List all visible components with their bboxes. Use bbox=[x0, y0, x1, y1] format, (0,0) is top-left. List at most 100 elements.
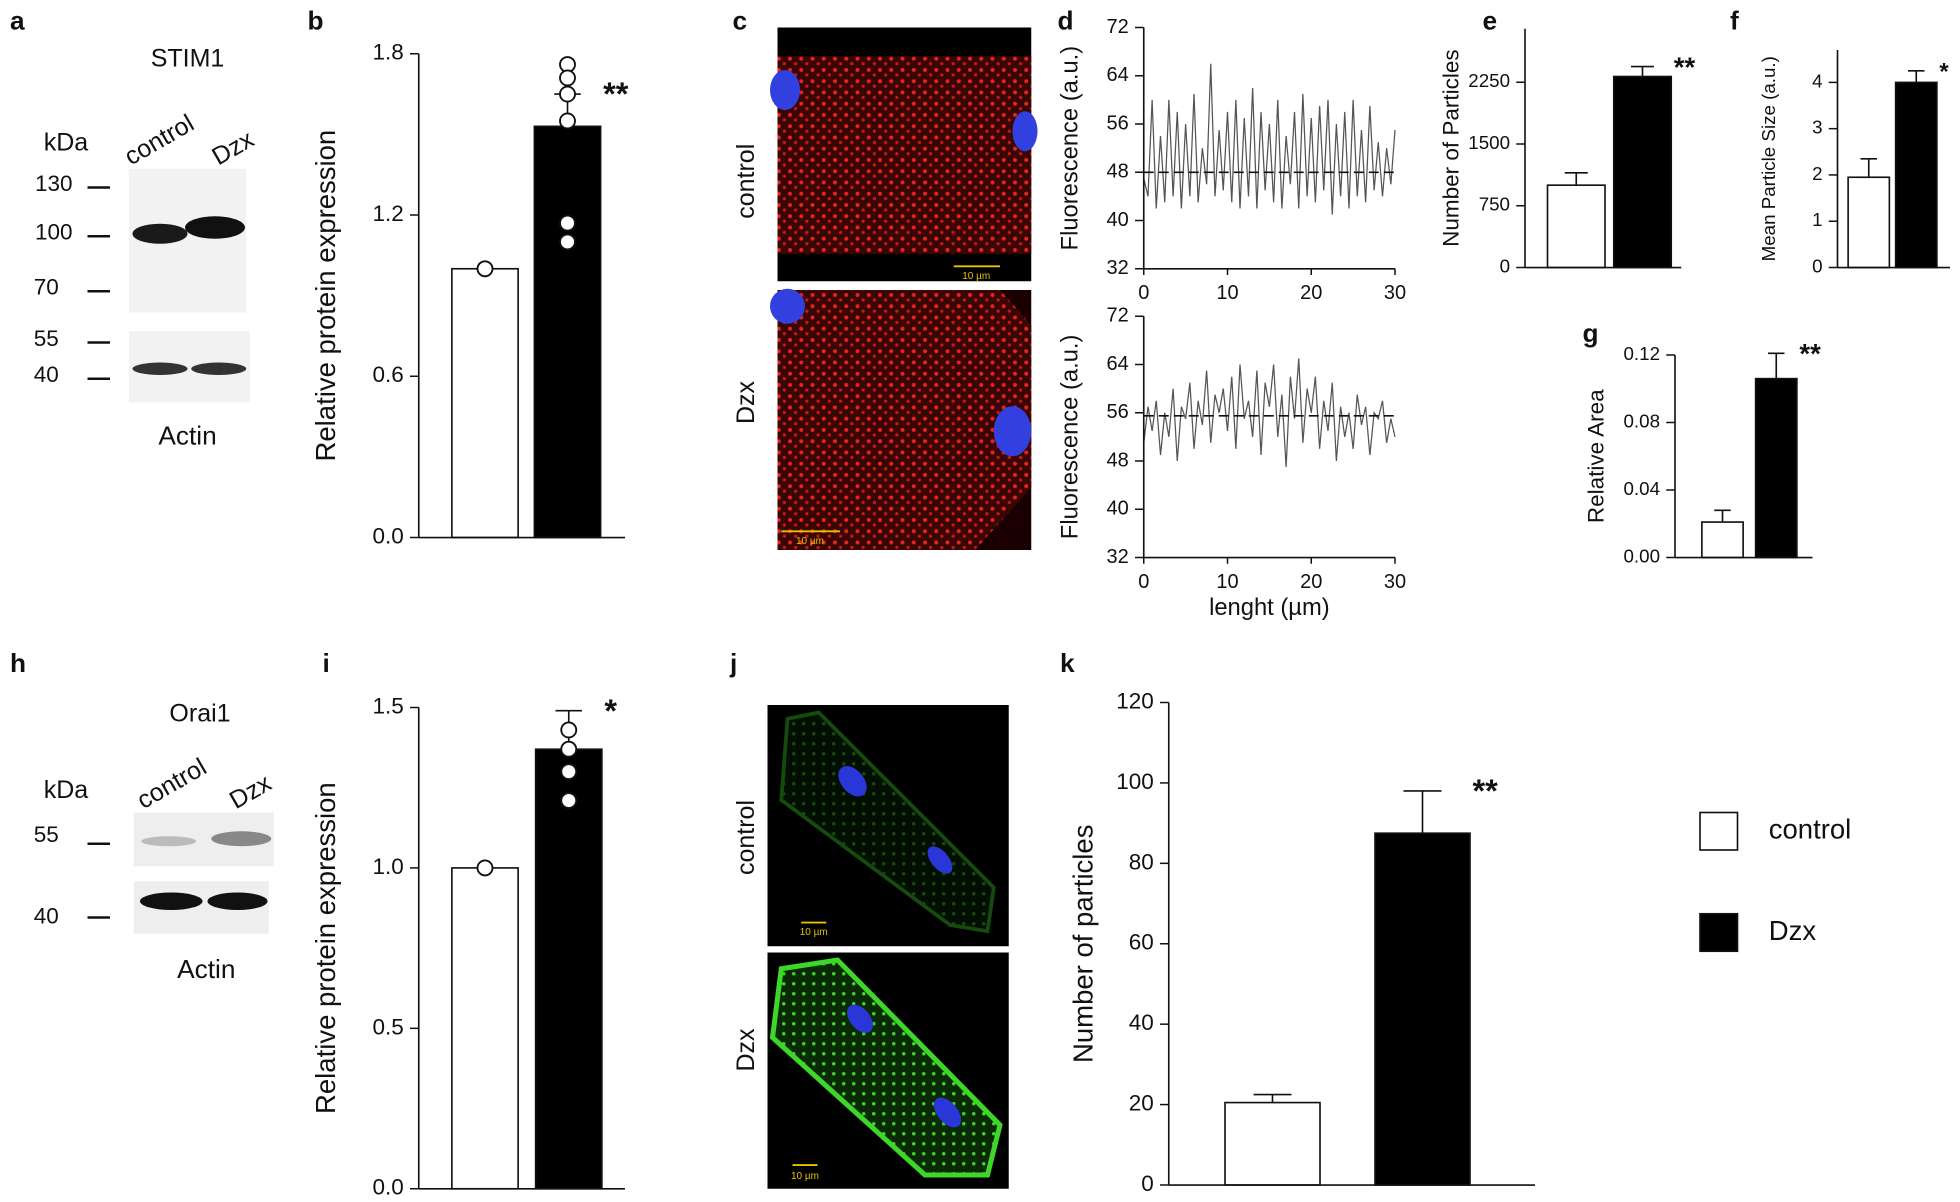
scale-label: 10 µm bbox=[800, 927, 828, 938]
data-point bbox=[560, 721, 578, 739]
marker-label: 100 bbox=[35, 220, 73, 245]
y-tick-label: 72 bbox=[1107, 16, 1129, 38]
significance: ** bbox=[603, 76, 629, 112]
y-tick-label: 40 bbox=[1107, 209, 1129, 231]
y-tick-label: 0.0 bbox=[372, 523, 403, 548]
panel-label: c bbox=[733, 5, 748, 35]
panel-label: e bbox=[1483, 5, 1498, 35]
y-tick-label: 40 bbox=[1129, 1010, 1154, 1035]
y-axis-label: Fluorescence (a.u.) bbox=[1057, 46, 1084, 251]
data-point bbox=[559, 112, 576, 130]
y-tick-label: 72 bbox=[1107, 305, 1129, 327]
bar bbox=[1754, 377, 1798, 559]
y-tick-label: 4 bbox=[1812, 70, 1822, 91]
bar bbox=[451, 267, 519, 539]
bar bbox=[1374, 832, 1471, 1186]
legend-label: control bbox=[1769, 814, 1852, 845]
x-tick-label: 0 bbox=[1138, 571, 1149, 593]
y-tick-label: 0.08 bbox=[1624, 410, 1661, 431]
blot-unit: kDa bbox=[44, 128, 89, 156]
scale-label: 10 µm bbox=[791, 1171, 819, 1182]
bar bbox=[1894, 81, 1938, 269]
y-axis-label: Relative Area bbox=[1583, 389, 1608, 523]
x-tick-label: 20 bbox=[1300, 571, 1322, 593]
panel-label: j bbox=[729, 648, 737, 678]
marker-label: 130 bbox=[35, 171, 73, 196]
panel-label: b bbox=[308, 5, 324, 35]
blot-title: Orai1 bbox=[169, 700, 230, 728]
bar bbox=[451, 867, 519, 1190]
y-tick-label: 56 bbox=[1107, 112, 1129, 134]
y-tick-label: 1.0 bbox=[372, 854, 403, 879]
x-axis-label: lenght (µm) bbox=[1209, 594, 1330, 621]
y-tick-label: 20 bbox=[1129, 1091, 1154, 1116]
lane-label: Dzx bbox=[207, 125, 259, 171]
image-label: Dzx bbox=[732, 380, 760, 424]
y-tick-label: 1 bbox=[1812, 209, 1822, 230]
marker-label: 40 bbox=[34, 362, 59, 387]
marker-label: 55 bbox=[34, 326, 59, 351]
y-tick-label: 2250 bbox=[1468, 70, 1510, 91]
y-tick-label: 0.00 bbox=[1624, 545, 1661, 566]
y-tick-label: 40 bbox=[1107, 498, 1129, 520]
bar bbox=[1546, 184, 1606, 269]
panel-label: k bbox=[1060, 648, 1075, 678]
image-label: Dzx bbox=[732, 1028, 760, 1072]
x-tick-label: 20 bbox=[1300, 282, 1322, 304]
significance: * bbox=[604, 693, 617, 729]
y-tick-label: 32 bbox=[1107, 546, 1129, 568]
y-tick-label: 120 bbox=[1116, 688, 1154, 713]
blot-unit: kDa bbox=[44, 776, 89, 804]
data-point bbox=[559, 85, 576, 103]
lane-label: Dzx bbox=[225, 769, 277, 815]
y-tick-label: 48 bbox=[1107, 161, 1129, 183]
y-axis-label: Relative protein expression bbox=[310, 782, 341, 1114]
y-tick-label: 60 bbox=[1129, 930, 1154, 955]
data-point bbox=[559, 214, 576, 232]
y-tick-label: 750 bbox=[1479, 194, 1510, 215]
y-tick-label: 0 bbox=[1500, 255, 1510, 276]
y-tick-label: 1.8 bbox=[372, 40, 403, 65]
y-tick-label: 1.2 bbox=[372, 201, 403, 226]
panel-label: a bbox=[10, 5, 25, 35]
bar bbox=[1612, 75, 1673, 269]
y-axis-label: Relative protein expression bbox=[310, 130, 341, 462]
y-tick-label: 1500 bbox=[1468, 132, 1510, 153]
bar bbox=[1847, 176, 1891, 269]
y-tick-label: 64 bbox=[1107, 64, 1129, 86]
y-tick-label: 48 bbox=[1107, 449, 1129, 471]
marker-label: 40 bbox=[34, 903, 59, 928]
x-tick-label: 30 bbox=[1384, 571, 1406, 593]
data-point bbox=[559, 69, 576, 87]
y-tick-label: 80 bbox=[1129, 849, 1154, 874]
y-axis-label: Mean Particle Size (a.u.) bbox=[1758, 56, 1779, 261]
panel-label: i bbox=[323, 648, 330, 678]
marker-label: 55 bbox=[34, 822, 59, 847]
images-c bbox=[770, 27, 1038, 550]
bar bbox=[534, 748, 603, 1190]
images-j bbox=[767, 705, 1009, 1189]
data-point bbox=[476, 260, 494, 278]
panel-label: h bbox=[10, 648, 26, 678]
blot-h bbox=[87, 812, 274, 934]
y-tick-label: 0.12 bbox=[1624, 343, 1661, 364]
image-label: control bbox=[732, 800, 760, 875]
x-tick-label: 10 bbox=[1216, 571, 1238, 593]
y-tick-label: 0 bbox=[1141, 1171, 1154, 1196]
y-tick-label: 1.5 bbox=[372, 693, 403, 718]
y-tick-label: 0.0 bbox=[372, 1175, 403, 1200]
significance: * bbox=[1939, 59, 1949, 86]
x-tick-label: 10 bbox=[1216, 282, 1238, 304]
legend-label: Dzx bbox=[1769, 915, 1817, 946]
loading-label: Actin bbox=[177, 954, 235, 984]
scale-label: 10 µm bbox=[962, 271, 990, 282]
y-tick-label: 32 bbox=[1107, 257, 1129, 279]
bar bbox=[1224, 1101, 1321, 1186]
data-point bbox=[560, 792, 578, 809]
panel-label: d bbox=[1058, 5, 1074, 35]
data-point bbox=[559, 233, 576, 251]
legend-swatch bbox=[1699, 811, 1739, 851]
y-axis-label: Number of particles bbox=[1067, 825, 1098, 1063]
